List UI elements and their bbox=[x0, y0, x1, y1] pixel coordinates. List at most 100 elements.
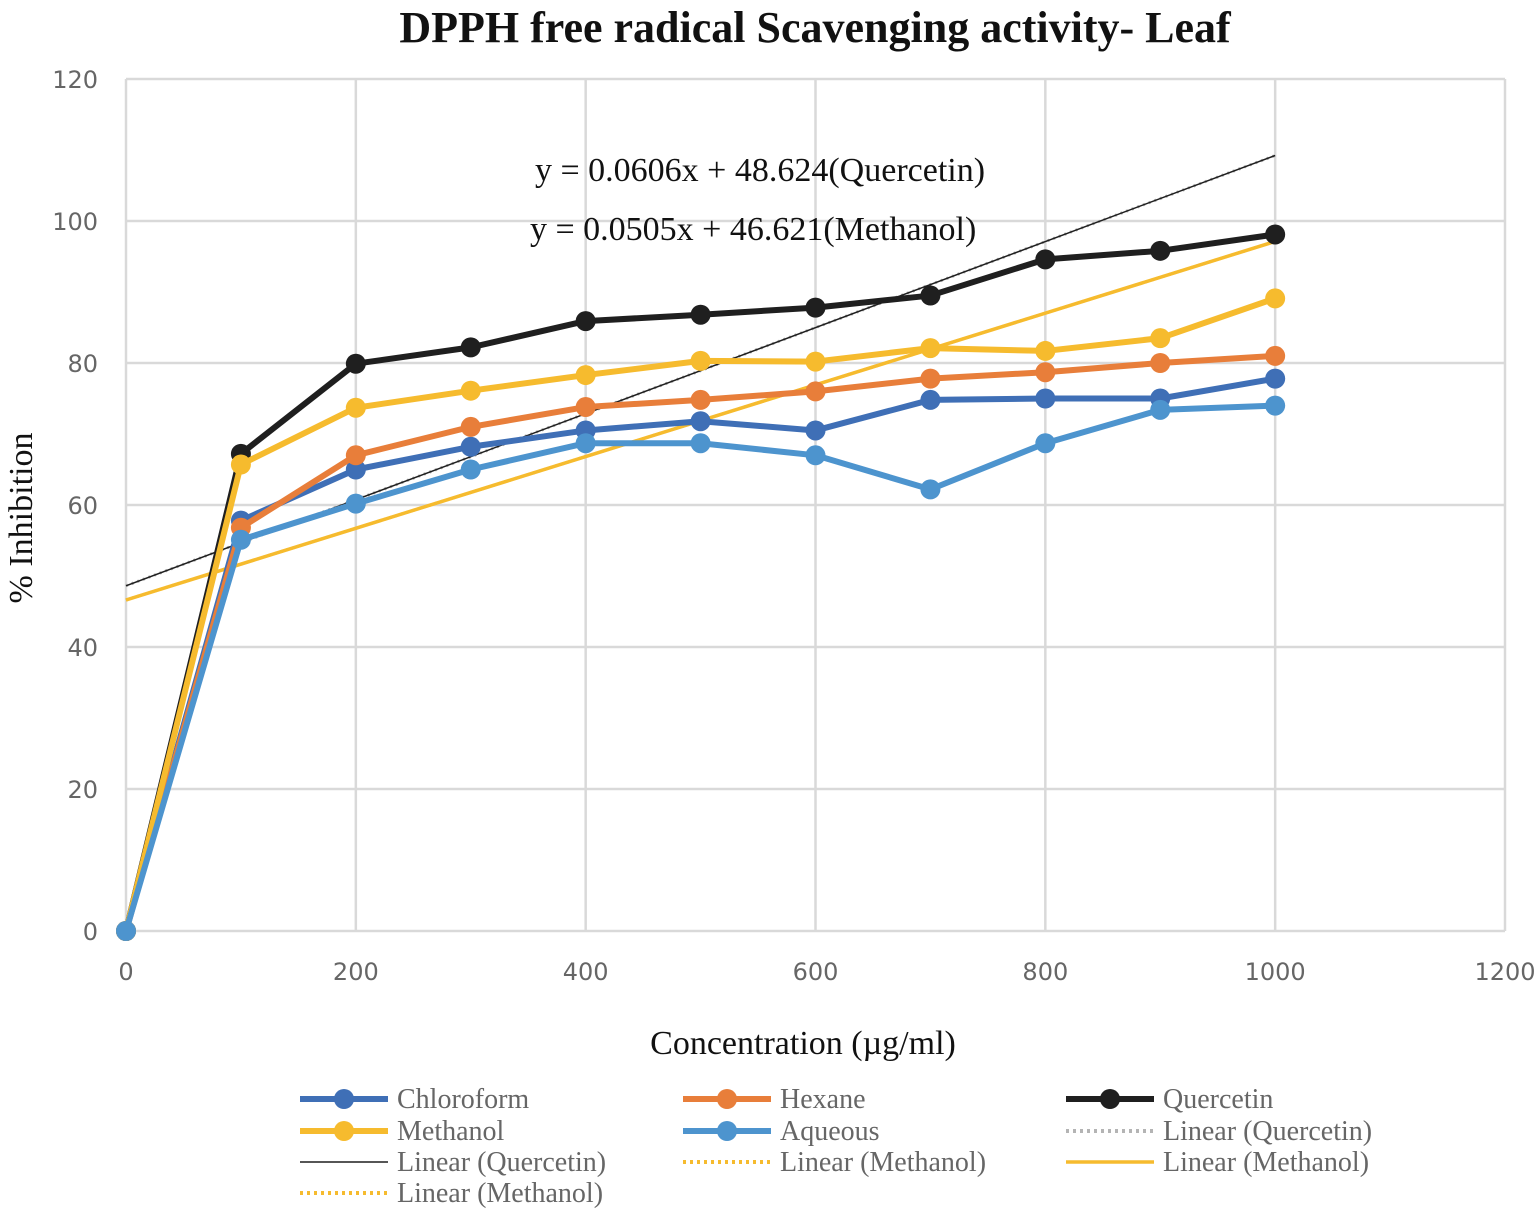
data-point bbox=[1150, 353, 1171, 373]
legend-item: Linear (Methanol) bbox=[683, 1147, 986, 1178]
legend-label: Methanol bbox=[397, 1116, 505, 1147]
data-point bbox=[920, 389, 941, 410]
data-point bbox=[345, 397, 366, 418]
legend-label: Linear (Methanol) bbox=[1163, 1147, 1369, 1178]
data-point bbox=[1265, 224, 1286, 245]
data-point bbox=[1265, 345, 1286, 366]
legend-item: Linear (Quercetin) bbox=[1066, 1116, 1372, 1147]
chart-title: DPPH free radical Scavenging activity- L… bbox=[399, 3, 1232, 52]
y-tick-label: 40 bbox=[67, 634, 98, 662]
data-point bbox=[920, 338, 941, 359]
data-point bbox=[230, 454, 251, 475]
legend-label: Linear (Quercetin) bbox=[397, 1147, 606, 1178]
data-point bbox=[1035, 340, 1056, 361]
y-tick-label: 0 bbox=[83, 918, 98, 946]
legend-item: Aqueous bbox=[683, 1116, 880, 1147]
trend-equation-quercetin: y = 0.0606x + 48.624(Quercetin) bbox=[535, 152, 985, 189]
legend-label: Linear (Quercetin) bbox=[1163, 1116, 1372, 1147]
data-point bbox=[230, 529, 251, 550]
legend-label: Chloroform bbox=[397, 1084, 529, 1115]
legend-marker bbox=[717, 1089, 737, 1109]
data-point bbox=[1265, 288, 1286, 309]
data-point bbox=[345, 493, 366, 514]
data-point bbox=[460, 416, 481, 437]
legend: Chloroform Hexane Quercetin Methanol Aqueous… bbox=[300, 1084, 1372, 1209]
data-point bbox=[1035, 433, 1056, 454]
data-point bbox=[345, 459, 366, 480]
series-chloroform bbox=[116, 368, 1286, 941]
data-point bbox=[805, 351, 826, 372]
data-point bbox=[920, 479, 941, 500]
legend-marker bbox=[1100, 1089, 1120, 1109]
data-point bbox=[345, 445, 366, 466]
legend-label: Hexane bbox=[780, 1084, 866, 1115]
data-point bbox=[1150, 328, 1171, 349]
data-point bbox=[460, 380, 481, 401]
data-point bbox=[460, 459, 481, 480]
y-tick-label: 20 bbox=[67, 776, 98, 804]
x-tick-label: 600 bbox=[793, 958, 839, 986]
data-point bbox=[575, 433, 596, 454]
data-point bbox=[116, 921, 136, 941]
y-tick-label: 80 bbox=[67, 350, 98, 378]
data-point bbox=[575, 397, 596, 418]
y-tick-label: 120 bbox=[52, 66, 98, 94]
legend-item: Linear (Methanol) bbox=[1066, 1147, 1369, 1178]
series-quercetin bbox=[116, 224, 1286, 941]
data-point bbox=[805, 297, 826, 318]
y-tick-label: 100 bbox=[52, 208, 98, 236]
legend-item: Linear (Quercetin) bbox=[300, 1147, 606, 1178]
x-tick-label: 200 bbox=[333, 958, 379, 986]
data-point bbox=[1265, 368, 1286, 389]
data-point bbox=[345, 353, 366, 374]
x-tick-label: 1200 bbox=[1474, 958, 1535, 986]
x-tick-label: 0 bbox=[118, 958, 133, 986]
legend-item: Chloroform bbox=[300, 1084, 529, 1115]
data-point bbox=[690, 389, 711, 410]
series-aqueous bbox=[116, 395, 1286, 941]
data-point bbox=[805, 381, 826, 402]
legend-item: Linear (Methanol) bbox=[300, 1178, 603, 1209]
y-tick-label: 60 bbox=[67, 492, 98, 520]
data-point bbox=[575, 365, 596, 386]
legend-item: Methanol bbox=[300, 1116, 505, 1147]
trend-equation-methanol: y = 0.0505x + 46.621(Methanol) bbox=[530, 211, 976, 248]
data-point bbox=[690, 411, 711, 432]
data-point bbox=[1035, 362, 1056, 383]
legend-item: Hexane bbox=[683, 1084, 866, 1115]
x-axis-title: Concentration (µg/ml) bbox=[650, 1025, 956, 1062]
x-tick-label: 800 bbox=[1022, 958, 1068, 986]
legend-label: Aqueous bbox=[780, 1116, 880, 1147]
legend-label: Linear (Methanol) bbox=[397, 1178, 603, 1209]
legend-item: Quercetin bbox=[1066, 1084, 1273, 1115]
data-point bbox=[690, 304, 711, 325]
data-point bbox=[690, 433, 711, 454]
y-axis-title: % Inhibition bbox=[3, 433, 40, 604]
data-point bbox=[460, 436, 481, 457]
data-point bbox=[1150, 240, 1171, 261]
data-point bbox=[920, 285, 941, 306]
legend-marker bbox=[334, 1089, 354, 1109]
gridlines bbox=[124, 77, 1507, 933]
legend-marker bbox=[717, 1121, 737, 1141]
series-methanol bbox=[116, 288, 1286, 941]
data-point bbox=[805, 445, 826, 466]
data-series bbox=[116, 224, 1286, 941]
data-point bbox=[920, 368, 941, 389]
data-point bbox=[460, 337, 481, 358]
data-point bbox=[805, 420, 826, 441]
legend-marker bbox=[334, 1121, 354, 1141]
series-line bbox=[123, 375, 1276, 932]
legend-label: Linear (Methanol) bbox=[780, 1147, 986, 1178]
data-point bbox=[690, 350, 711, 371]
data-point bbox=[1035, 388, 1056, 409]
x-tick-label: 400 bbox=[563, 958, 609, 986]
series-line bbox=[123, 231, 1276, 932]
data-point bbox=[1265, 395, 1286, 416]
series-line bbox=[123, 402, 1276, 932]
x-tick-label: 1000 bbox=[1245, 958, 1306, 986]
data-point bbox=[1150, 399, 1171, 420]
